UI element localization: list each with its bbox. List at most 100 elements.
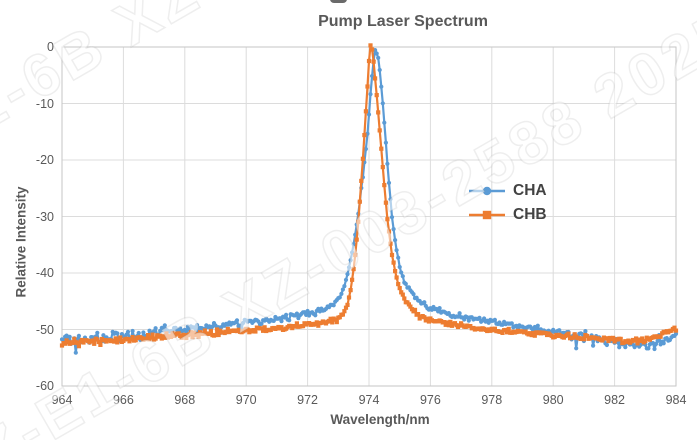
data-point-square bbox=[333, 317, 338, 322]
data-point-square bbox=[571, 335, 576, 340]
data-point-square bbox=[385, 217, 390, 222]
data-point-circle bbox=[342, 284, 347, 289]
data-point-square bbox=[176, 331, 181, 336]
legend: CHA CHB bbox=[468, 179, 547, 227]
data-point-square bbox=[457, 323, 462, 328]
chart-title: Pump Laser Spectrum bbox=[318, 13, 488, 30]
data-point-square bbox=[446, 323, 451, 328]
data-point-square bbox=[188, 330, 193, 335]
data-point-square bbox=[492, 326, 497, 331]
data-point-square bbox=[95, 337, 100, 342]
data-point-circle bbox=[393, 238, 398, 243]
x-tick-label: 976 bbox=[419, 393, 441, 407]
data-point-circle bbox=[125, 329, 131, 334]
x-tick-label: 980 bbox=[542, 393, 564, 407]
data-point-square bbox=[162, 335, 167, 340]
data-point-square bbox=[118, 335, 123, 340]
data-point-square bbox=[604, 336, 609, 341]
data-point-square bbox=[330, 320, 335, 325]
data-point-square bbox=[374, 93, 379, 98]
data-point-square bbox=[611, 335, 616, 340]
data-point-square bbox=[98, 342, 103, 347]
data-point-circle bbox=[259, 321, 264, 326]
data-point-circle bbox=[574, 346, 579, 351]
data-point-circle bbox=[422, 300, 427, 305]
data-point-circle bbox=[492, 317, 497, 322]
data-point-circle bbox=[241, 320, 246, 326]
data-point-circle bbox=[141, 330, 146, 335]
data-point-square bbox=[294, 321, 299, 326]
data-point-square bbox=[606, 338, 611, 344]
x-tick-label: 972 bbox=[297, 393, 319, 407]
data-point-square bbox=[158, 333, 163, 338]
data-point-square bbox=[345, 302, 350, 307]
data-point-square bbox=[422, 315, 427, 320]
data-point-circle bbox=[465, 315, 470, 320]
data-point-square bbox=[632, 338, 637, 343]
data-point-square bbox=[373, 76, 378, 81]
data-point-circle bbox=[673, 331, 679, 336]
data-point-circle bbox=[652, 346, 657, 352]
data-point-circle bbox=[313, 313, 318, 318]
data-point-square bbox=[179, 335, 184, 340]
data-point-square bbox=[368, 43, 373, 48]
data-point-circle bbox=[377, 67, 382, 73]
data-point-square bbox=[359, 178, 364, 183]
data-point-square bbox=[191, 330, 197, 335]
data-point-circle bbox=[130, 328, 135, 334]
data-point-circle bbox=[437, 306, 442, 311]
data-point-circle bbox=[348, 258, 353, 263]
data-point-square bbox=[253, 329, 258, 334]
data-point-circle bbox=[380, 101, 385, 106]
data-point-square bbox=[635, 341, 640, 346]
data-point-square bbox=[216, 332, 221, 338]
data-point-circle bbox=[195, 323, 200, 328]
data-point-square bbox=[503, 327, 508, 333]
data-point-square bbox=[572, 332, 577, 337]
y-tick-label: -50 bbox=[35, 322, 54, 337]
data-point-square bbox=[262, 325, 267, 330]
data-point-circle bbox=[617, 345, 622, 350]
data-point-circle bbox=[351, 242, 356, 247]
data-point-circle bbox=[76, 333, 81, 338]
data-point-circle bbox=[557, 328, 562, 333]
data-point-circle bbox=[399, 270, 404, 275]
x-tick-label: 968 bbox=[174, 393, 196, 407]
data-point-square bbox=[346, 295, 352, 300]
data-point-circle bbox=[411, 292, 416, 297]
data-point-circle bbox=[376, 55, 381, 61]
y-axis-title: Relative Intensity bbox=[13, 186, 29, 298]
data-point-circle bbox=[339, 291, 344, 296]
data-point-square bbox=[196, 334, 201, 339]
data-point-square bbox=[182, 333, 187, 338]
data-point-square bbox=[148, 335, 154, 340]
data-point-square bbox=[164, 331, 169, 336]
data-point-circle bbox=[162, 323, 167, 328]
y-tick-label: -60 bbox=[35, 379, 54, 393]
data-point-square bbox=[202, 328, 207, 333]
data-point-square bbox=[448, 319, 453, 324]
data-point-square bbox=[356, 219, 361, 224]
data-point-square bbox=[532, 333, 537, 338]
data-point-square bbox=[59, 343, 65, 348]
data-point-square bbox=[150, 332, 155, 337]
data-point-square bbox=[342, 309, 347, 314]
data-point-circle bbox=[73, 350, 78, 355]
data-point-square bbox=[505, 330, 510, 335]
data-point-circle bbox=[234, 318, 240, 323]
data-point-circle bbox=[389, 215, 395, 220]
data-point-square bbox=[328, 316, 333, 321]
data-point-square bbox=[394, 275, 399, 280]
data-point-square bbox=[259, 326, 264, 331]
data-point-square bbox=[90, 338, 95, 343]
data-point-square bbox=[443, 322, 448, 327]
data-point-square bbox=[201, 331, 206, 336]
data-point-square bbox=[638, 338, 643, 343]
data-point-square bbox=[357, 199, 362, 204]
data-point-square bbox=[225, 326, 230, 331]
data-point-circle bbox=[457, 311, 462, 316]
data-point-square bbox=[365, 84, 370, 89]
legend-label-cha: CHA bbox=[513, 182, 547, 199]
data-point-circle bbox=[466, 318, 471, 323]
data-point-square bbox=[584, 333, 590, 339]
